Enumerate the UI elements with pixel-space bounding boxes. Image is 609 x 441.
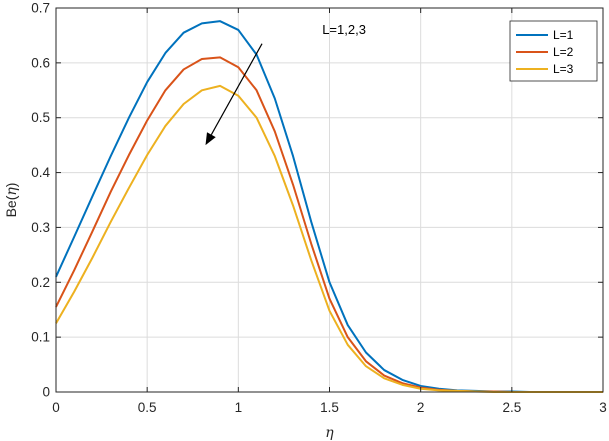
y-axis-label-var: η — [4, 187, 20, 196]
x-tick-label: 3 — [599, 400, 607, 415]
x-tick-label: 0.5 — [138, 400, 157, 415]
y-tick-label: 0.4 — [31, 165, 50, 180]
y-tick-label: 0.5 — [31, 110, 50, 125]
x-tick-label: 1.5 — [320, 400, 339, 415]
x-tick-label: 2 — [417, 400, 425, 415]
x-tick-label: 0 — [52, 400, 60, 415]
annotation-text: L=1,2,3 — [322, 22, 366, 37]
legend-label-l1: L=1 — [553, 28, 574, 42]
y-tick-label: 0.7 — [31, 1, 50, 16]
x-axis-label: η — [325, 425, 334, 441]
annotation-arrow — [210, 43, 263, 135]
annotation: L=1,2,3 — [205, 22, 366, 146]
y-tick-label: 0.1 — [31, 330, 50, 345]
x-tick-label: 2.5 — [502, 400, 521, 415]
legend: L=1 L=2 L=3 — [509, 20, 598, 82]
legend-label-l3: L=3 — [553, 62, 574, 76]
y-axis-label-prefix: Be( — [3, 195, 19, 217]
y-axis-label: Be(η) — [3, 183, 20, 218]
ticks: 0 0.5 1 1.5 2 2.5 3 0 0.1 0.2 0.3 0.4 0.5 0.6 0.7 — [31, 1, 607, 416]
y-tick-label: 0.3 — [31, 220, 50, 235]
y-tick-label: 0.2 — [31, 275, 50, 290]
x-tick-label: 1 — [235, 400, 243, 415]
y-axis-label-suffix: ) — [3, 183, 19, 188]
y-tick-label: 0.6 — [31, 55, 50, 70]
annotation-arrow-head — [205, 132, 216, 146]
legend-label-l2: L=2 — [553, 45, 574, 59]
y-tick-label: 0 — [42, 385, 50, 400]
